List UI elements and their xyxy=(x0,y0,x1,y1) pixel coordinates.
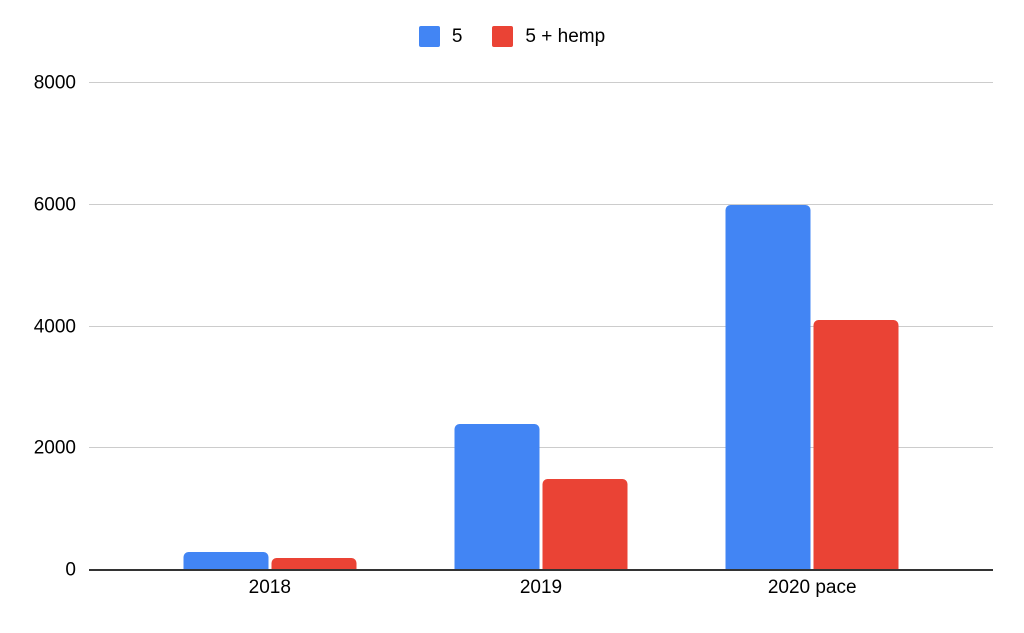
x-axis-label: 2020 pace xyxy=(767,577,857,598)
x-axis-label: 2018 xyxy=(248,577,291,598)
legend-swatch-icon xyxy=(418,26,440,47)
bar-group xyxy=(183,83,357,570)
x-axis-baseline xyxy=(89,569,993,571)
plot-area xyxy=(89,82,993,571)
bar xyxy=(542,478,628,570)
x-axis-label: 2019 xyxy=(519,577,563,598)
legend-item-1: 5 + hemp xyxy=(492,26,605,47)
gridline xyxy=(89,203,993,205)
bar xyxy=(271,557,357,570)
legend-label: 5 + hemp xyxy=(525,26,606,47)
y-tick-label: 0 xyxy=(65,559,76,581)
y-tick-label: 2000 xyxy=(33,437,76,459)
bar xyxy=(454,423,540,570)
chart-legend: 5 5 + hemp xyxy=(0,26,1024,47)
x-axis-labels: 2018 2019 2020 pace xyxy=(89,577,993,605)
bar xyxy=(183,551,269,570)
y-tick-label: 6000 xyxy=(33,194,76,216)
bar-group xyxy=(725,83,899,570)
legend-swatch-icon xyxy=(492,26,514,47)
bar-group xyxy=(454,83,628,570)
y-tick-label: 8000 xyxy=(33,72,76,94)
y-axis-labels: 0 2000 4000 6000 8000 xyxy=(0,74,76,580)
y-tick-label: 4000 xyxy=(33,316,76,337)
legend-item-0: 5 xyxy=(418,26,463,47)
gridline xyxy=(89,447,993,449)
legend-label: 5 xyxy=(451,26,463,47)
bar xyxy=(813,320,899,570)
gridline xyxy=(89,82,993,83)
gridline xyxy=(89,325,993,327)
bar xyxy=(725,204,811,570)
